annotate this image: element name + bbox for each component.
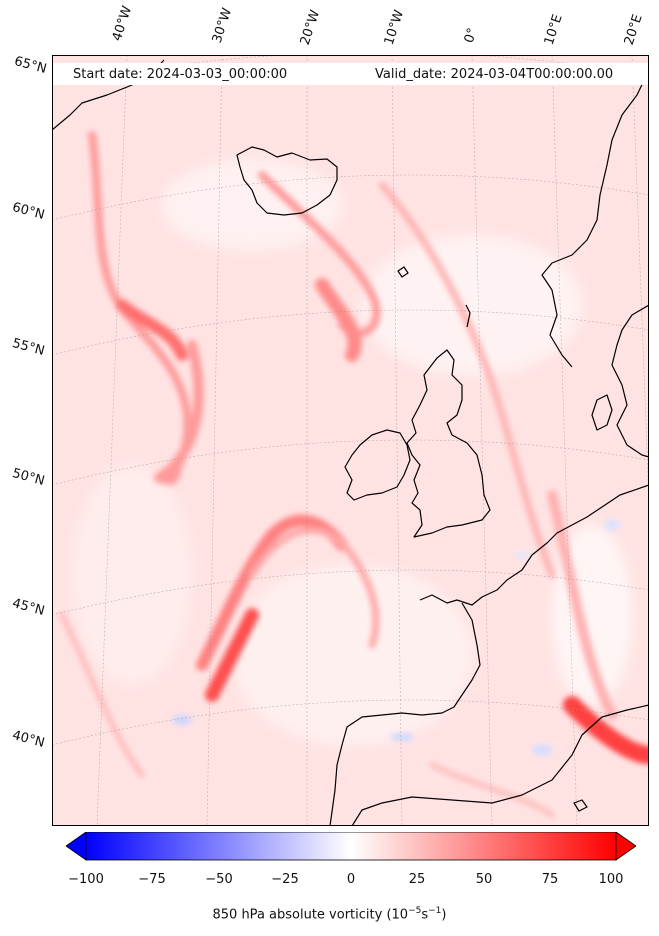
vorticity-streaks <box>59 131 649 818</box>
lat-label-50n: 50°N <box>10 466 47 489</box>
colorbar-label-exp1: −5 <box>408 906 422 916</box>
colorbar-tick: 100 <box>598 872 624 887</box>
graticule <box>52 55 649 826</box>
colorbar <box>66 832 636 861</box>
lat-label-45n: 45°N <box>10 596 47 619</box>
colorbar-tick: −100 <box>68 872 104 887</box>
lon-label-20w: 20°W <box>297 8 324 47</box>
colorbar-gradient <box>85 832 617 861</box>
colorbar-tick: −75 <box>138 872 166 887</box>
colorbar-min-extend <box>66 832 87 861</box>
colorbar-tick: 75 <box>541 872 559 887</box>
colorbar-label: 850 hPa absolute vorticity (10−5s−1) <box>0 906 659 922</box>
negative-vorticity-patches <box>172 519 620 756</box>
colorbar-label-exp2: −1 <box>428 906 442 916</box>
lon-label-0: 0° <box>461 26 481 45</box>
map-frame <box>52 55 649 826</box>
colorbar-tick: −50 <box>205 872 233 887</box>
valid-date-label: Valid_date: 2024-03-04T00:00:00.00 <box>372 66 617 83</box>
lon-label-30w: 30°W <box>209 6 236 45</box>
colorbar-tick: 0 <box>346 872 356 887</box>
colorbar-label-mid: s <box>421 907 429 923</box>
start-date-label: Start date: 2024-03-03_00:00:00 <box>70 66 291 83</box>
colorbar-tick: 25 <box>408 872 426 887</box>
lat-label-40n: 40°N <box>10 728 47 751</box>
lon-label-10w: 10°W <box>381 8 408 47</box>
lon-label-20e: 20°E <box>621 12 646 48</box>
colorbar-label-prefix: 850 hPa absolute vorticity (10 <box>212 907 409 923</box>
lon-label-10e: 10°E <box>541 12 566 48</box>
lon-label-40w: 40°W <box>109 4 136 43</box>
colorbar-label-suffix: ) <box>441 907 447 923</box>
colorbar-tick: 50 <box>475 872 493 887</box>
lat-label-60n: 60°N <box>10 200 47 223</box>
lat-label-65n: 65°N <box>12 54 49 77</box>
coastlines <box>52 59 649 826</box>
vorticity-map <box>52 55 649 826</box>
lat-label-55n: 55°N <box>10 336 47 359</box>
colorbar-tick: −25 <box>271 872 299 887</box>
colorbar-max-extend <box>615 832 636 861</box>
